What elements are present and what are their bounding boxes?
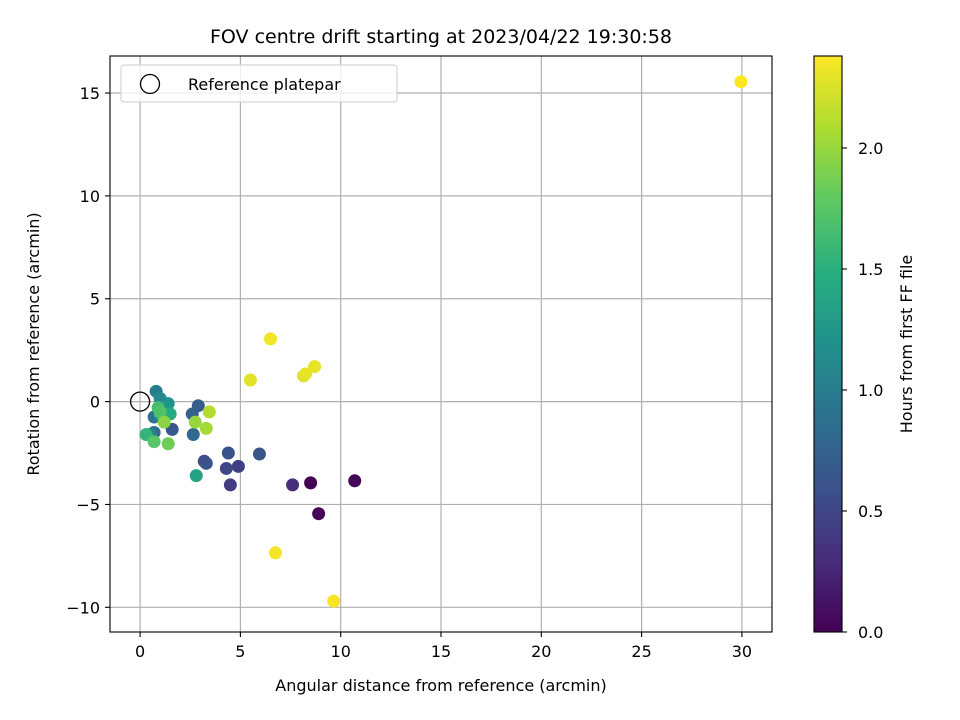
x-tick-label: 15 [431, 642, 451, 661]
grid-lines [110, 56, 772, 632]
data-point [304, 476, 318, 490]
y-tick-label: 10 [80, 187, 100, 206]
data-point [153, 405, 167, 419]
data-point [348, 474, 362, 488]
y-tick-label: −10 [66, 598, 100, 617]
data-point [157, 415, 171, 429]
legend-label: Reference platepar [188, 75, 341, 94]
chart-title: FOV centre drift starting at 2023/04/22 … [210, 26, 672, 48]
data-point [202, 405, 216, 419]
data-point [299, 367, 313, 381]
colorbar-label: Hours from first FF file [897, 255, 916, 434]
y-axis-title: Rotation from reference (arcmin) [24, 212, 43, 475]
data-point [252, 447, 266, 461]
data-point [189, 469, 203, 483]
colorbar-tick-label: 2.0 [858, 139, 883, 158]
data-point [188, 415, 202, 429]
x-axis-title: Angular distance from reference (arcmin) [275, 676, 606, 695]
data-point [312, 507, 326, 521]
colorbar-tick-label: 0.5 [858, 502, 883, 521]
colorbar: 0.0 0.5 1.0 1.5 2.0 Hours from first FF file [813, 55, 916, 642]
colorbar-tick-label: 1.5 [858, 260, 883, 279]
data-point [231, 459, 245, 473]
colorbar-gradient [814, 56, 842, 632]
colorbar-ticks: 0.0 0.5 1.0 1.5 2.0 [842, 139, 883, 642]
colorbar-tick-label: 0.0 [858, 623, 883, 642]
data-points [139, 75, 748, 608]
x-tick-label: 10 [331, 642, 351, 661]
x-tick-label: 5 [235, 642, 245, 661]
data-point [734, 75, 748, 89]
y-axis-ticks: −10 −5 0 5 10 15 [66, 84, 110, 617]
data-point [221, 446, 235, 460]
x-tick-label: 20 [531, 642, 551, 661]
x-axis-ticks: 0 5 10 15 20 25 30 [135, 632, 752, 661]
data-point [147, 435, 161, 449]
data-point [199, 421, 213, 435]
y-tick-label: 0 [90, 393, 100, 412]
y-tick-label: −5 [76, 495, 100, 514]
y-tick-label: 15 [80, 84, 100, 103]
data-point [243, 373, 257, 387]
data-point [286, 478, 300, 492]
data-point [186, 428, 200, 442]
colorbar-frame [813, 55, 843, 633]
x-tick-label: 30 [732, 642, 752, 661]
data-point [308, 360, 322, 374]
data-point [269, 546, 282, 560]
reference-platepar-marker [129, 391, 151, 412]
data-point [199, 456, 213, 470]
legend-box [120, 64, 398, 103]
colorbar-tick-label: 1.0 [858, 381, 883, 400]
x-tick-label: 25 [631, 642, 651, 661]
y-tick-label: 5 [90, 290, 100, 309]
data-point [161, 437, 175, 451]
legend-open-circle-icon [139, 73, 161, 95]
legend: Reference platepar [120, 64, 398, 103]
x-tick-label: 0 [135, 642, 145, 661]
data-point [263, 332, 277, 346]
data-point [223, 478, 237, 492]
data-point [219, 461, 233, 475]
data-point [327, 594, 341, 608]
